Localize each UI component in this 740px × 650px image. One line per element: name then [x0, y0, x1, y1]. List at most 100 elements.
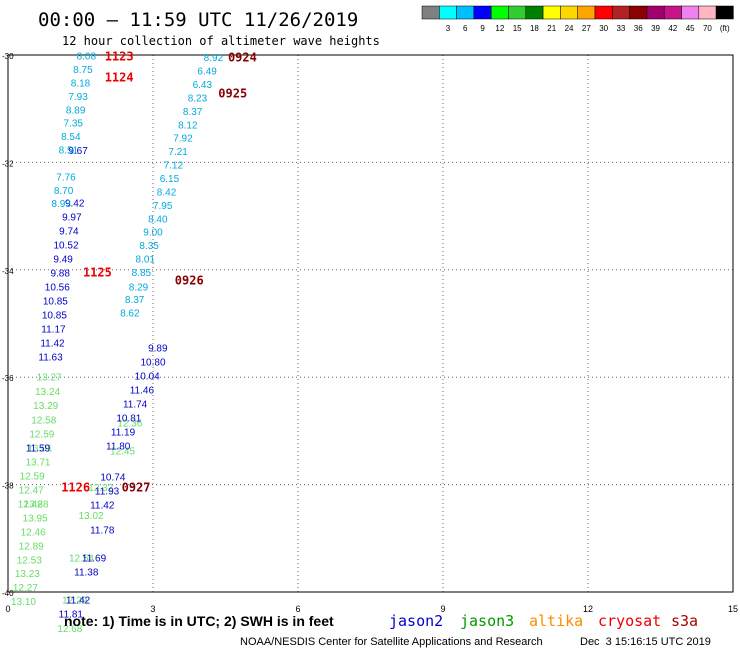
swh-data-label: 7.21 — [168, 147, 188, 158]
swh-data-label: 8.62 — [120, 308, 140, 319]
color-legend: 3 6 9 12 15 18 21 24 27 30 33 36 39 42 45 70 (ft) — [421, 5, 734, 33]
swh-data-label: 11.63 — [38, 352, 63, 363]
swh-data-label: 13.27 — [37, 373, 62, 384]
x-tick-label: 12 — [583, 604, 593, 614]
grid-layer — [8, 55, 733, 592]
swh-data-label: 10.80 — [140, 358, 165, 369]
swh-data-label: 12.89 — [19, 541, 44, 552]
swh-data-label: 6.43 — [193, 80, 213, 91]
legend-swatch-label: 39 — [651, 24, 660, 33]
pass-time-label: 0926 — [175, 274, 204, 288]
swh-data-label: 11.42 — [90, 501, 115, 512]
legend-swatch-label: 27 — [582, 24, 591, 33]
swh-data-label: 11.80 — [106, 441, 131, 452]
chart-title: 00:00 – 11:59 UTC 11/26/2019 — [38, 9, 358, 31]
swh-data-label: 10.52 — [53, 241, 78, 252]
swh-data-label: 11.17 — [41, 324, 66, 335]
legend-swatch-label: 24 — [565, 24, 574, 33]
swh-data-label: 8.85 — [132, 268, 152, 279]
chart-subtitle: 12 hour collection of altimeter wave hei… — [62, 34, 380, 48]
swh-data-label: 12.59 — [29, 430, 54, 441]
swh-data-label: 8.23 — [188, 93, 208, 104]
swh-data-label: 8.18 — [71, 78, 91, 89]
swh-data-label: 13.24 — [35, 387, 60, 398]
swh-data-label: 12.59 — [20, 472, 45, 483]
swh-data-label: 12.42 — [18, 499, 43, 510]
swh-data-label: 13.23 — [15, 569, 40, 580]
swh-data-label: 11.42 — [40, 338, 65, 349]
swh-data-label: 11.42 — [66, 596, 91, 607]
swh-data-label: 13.02 — [79, 511, 104, 522]
swh-data-label: 12.29 — [62, 596, 87, 607]
swh-data-label: 7.93 — [68, 92, 88, 103]
satellite-label-cryosat: cryosat — [598, 612, 661, 630]
swh-data-label: 7.76 — [56, 172, 76, 183]
swh-data-label: 9.74 — [59, 227, 79, 238]
legend-swatch — [715, 5, 734, 20]
legend-swatch-label: 9 — [480, 24, 485, 33]
y-tick-label: -38 — [2, 482, 14, 491]
swh-data-label: 11.81 — [59, 610, 84, 621]
swh-data-label: 12.27 — [13, 583, 38, 594]
swh-data-label: 7.12 — [164, 161, 184, 172]
satellite-label-jason2: jason2 — [389, 612, 443, 630]
swh-data-label: 7.35 — [64, 119, 84, 130]
footer-credit: NOAA/NESDIS Center for Satellite Applica… — [240, 636, 543, 648]
pass-time-label: 1123 — [105, 50, 134, 64]
swh-data-label: 10.56 — [45, 282, 70, 293]
swh-data-label: 13.71 — [25, 458, 50, 469]
swh-data-label: 8.35 — [139, 241, 159, 252]
swh-data-label: 11.46 — [130, 386, 155, 397]
swh-data-label: 8.92 — [204, 53, 224, 64]
footer-timestamp: Dec 3 15:16:15 UTC 2019 — [580, 636, 711, 648]
legend-swatch — [456, 5, 475, 20]
legend-swatch — [612, 5, 630, 20]
swh-data-label: 9.42 — [65, 199, 85, 210]
swh-data-label: 12.68 — [57, 624, 82, 635]
swh-data-label: 8.93 — [51, 199, 71, 210]
pass-time-label: 1126 — [61, 480, 90, 494]
legend-swatch-label: 33 — [616, 24, 625, 33]
swh-data-label: 11.69 — [82, 554, 107, 565]
legend-swatch — [490, 5, 509, 20]
swh-data-label: 12.58 — [31, 416, 56, 427]
x-tick-label: 3 — [150, 604, 155, 614]
swh-data-label: 8.08 — [77, 52, 97, 63]
data-layer: 13.27 13.24 13.29 12.58 12.59 13.01 13.71 13.88… — [11, 52, 224, 635]
swh-data-label: 12.32 — [88, 483, 113, 494]
legend-swatch — [698, 5, 717, 20]
legend-swatch — [646, 5, 665, 20]
swh-data-label: 10.81 — [116, 414, 141, 425]
swh-data-label: 7.92 — [173, 134, 193, 145]
pass-time-label: 0927 — [122, 480, 151, 494]
swh-data-label: 9.97 — [62, 213, 82, 224]
swh-data-label: 13.88 — [24, 499, 49, 510]
x-tick-label: 9 — [440, 604, 445, 614]
swh-data-label: 9.89 — [148, 344, 168, 355]
y-tick-label: -36 — [2, 374, 14, 383]
swh-data-label: 8.01 — [136, 255, 156, 266]
swh-data-label: 11.74 — [123, 400, 148, 411]
pass-time-label: 0925 — [218, 87, 247, 101]
swh-data-label: 6.49 — [197, 67, 217, 78]
swh-data-label: 12.53 — [17, 555, 42, 566]
legend-swatch — [542, 5, 561, 20]
y-tick-label: -30 — [2, 52, 14, 61]
swh-data-label: 10.74 — [100, 473, 125, 484]
swh-data-label: 11.78 — [90, 526, 115, 537]
legend-swatch — [629, 5, 648, 20]
swh-data-label: 8.42 — [157, 187, 177, 198]
swh-data-label: 12.45 — [110, 446, 135, 457]
x-tick-label: 6 — [295, 604, 300, 614]
pass-time-label: 1125 — [83, 265, 112, 279]
swh-data-label: 8.37 — [183, 107, 203, 118]
legend-swatch-label: 6 — [463, 24, 468, 33]
legend-swatch-label: 70 — [703, 24, 712, 33]
legend-swatch — [663, 5, 682, 20]
swh-data-label: 13.95 — [23, 513, 48, 524]
time-label-layer: 1123 1124 1125 1126 0924 0925 0926 0927 — [61, 50, 257, 495]
legend-swatch-label: 12 — [495, 24, 504, 33]
swh-data-label: 7.95 — [153, 201, 173, 212]
